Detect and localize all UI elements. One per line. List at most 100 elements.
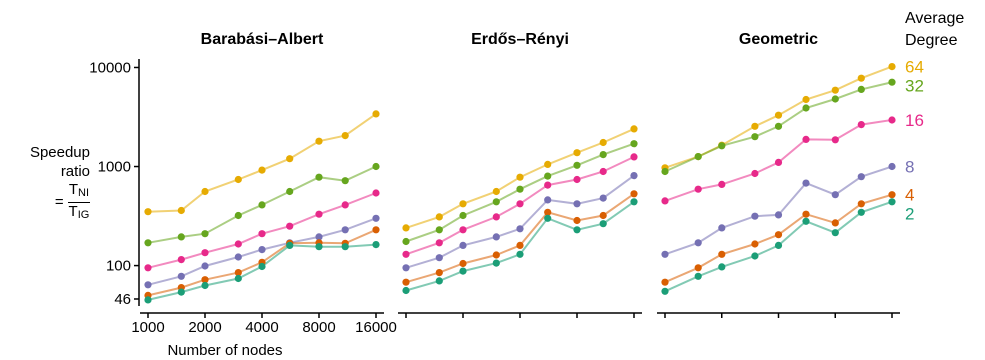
- series-points-layer: [144, 63, 896, 304]
- data-point-8: [177, 272, 185, 280]
- data-point-8: [802, 179, 810, 187]
- legend-title-line1: Average: [905, 10, 965, 27]
- fraction-den-t: T: [68, 203, 78, 220]
- data-point-8: [234, 253, 242, 261]
- data-point-4: [857, 200, 865, 208]
- data-point-64: [258, 166, 266, 174]
- data-point-8: [599, 194, 607, 202]
- y-axis-label-fraction: = TNI TIG: [10, 181, 90, 224]
- data-point-64: [234, 175, 242, 184]
- data-point-2: [492, 259, 500, 267]
- x-tick-label: 8000: [302, 319, 335, 336]
- data-point-8: [516, 225, 524, 233]
- data-point-16: [802, 135, 810, 143]
- data-point-16: [341, 201, 349, 209]
- data-point-32: [718, 142, 726, 150]
- data-point-32: [544, 172, 552, 180]
- data-point-2: [630, 198, 638, 206]
- data-point-2: [516, 250, 524, 258]
- y-tick-label: 46: [114, 291, 131, 308]
- data-point-8: [774, 211, 783, 219]
- data-point-16: [751, 169, 759, 178]
- data-point-4: [201, 276, 209, 284]
- data-point-4: [234, 269, 242, 277]
- data-point-4: [802, 210, 810, 218]
- data-point-8: [630, 172, 638, 180]
- data-point-64: [372, 110, 380, 118]
- legend-label-4: 4: [905, 186, 914, 205]
- data-point-64: [751, 122, 759, 130]
- data-point-4: [402, 278, 410, 286]
- data-point-4: [661, 278, 669, 286]
- fraction: TNI TIG: [67, 181, 90, 224]
- data-point-32: [492, 198, 500, 206]
- data-point-32: [516, 185, 524, 193]
- data-point-4: [831, 219, 839, 227]
- data-point-32: [286, 187, 294, 196]
- data-point-64: [201, 187, 209, 196]
- x-tick-label: 2000: [188, 319, 221, 336]
- data-point-2: [751, 252, 759, 260]
- x-tick-label: 1000: [131, 319, 164, 336]
- data-point-2: [459, 267, 467, 275]
- data-point-8: [544, 196, 552, 204]
- data-point-64: [177, 206, 185, 215]
- data-point-64: [630, 125, 638, 133]
- data-point-16: [573, 175, 581, 184]
- data-point-2: [286, 241, 294, 249]
- data-point-32: [459, 211, 467, 220]
- data-point-32: [751, 133, 759, 141]
- data-point-32: [857, 85, 865, 93]
- data-point-4: [573, 216, 581, 225]
- data-point-8: [831, 191, 839, 199]
- panel-title: Barabási–Albert: [201, 31, 324, 48]
- data-point-2: [661, 287, 669, 295]
- data-point-4: [492, 251, 500, 259]
- data-point-8: [661, 250, 669, 258]
- data-point-32: [831, 95, 839, 103]
- data-point-2: [888, 198, 896, 206]
- data-point-8: [402, 264, 410, 272]
- y-axis-label: Speedup ratio = TNI TIG: [10, 143, 90, 224]
- data-point-16: [718, 180, 726, 188]
- data-point-16: [234, 240, 242, 248]
- data-point-64: [459, 200, 467, 208]
- data-point-16: [258, 230, 266, 238]
- legend-title: Average Degree: [905, 8, 964, 52]
- y-tick-label: 100: [106, 258, 131, 275]
- data-point-2: [831, 229, 839, 237]
- legend-label-32: 32: [905, 77, 924, 96]
- data-point-16: [599, 167, 607, 176]
- data-point-8: [573, 200, 581, 208]
- data-point-2: [341, 243, 349, 251]
- data-point-64: [315, 137, 323, 145]
- data-point-2: [144, 296, 152, 304]
- data-point-16: [694, 185, 702, 193]
- data-point-2: [315, 243, 323, 251]
- data-point-32: [402, 237, 410, 246]
- data-point-4: [544, 208, 552, 216]
- data-point-4: [630, 190, 638, 198]
- data-point-2: [435, 277, 443, 285]
- data-point-16: [402, 250, 410, 258]
- legend-label-16: 16: [905, 111, 924, 130]
- fraction-den-sub: IG: [77, 209, 90, 221]
- data-point-16: [630, 153, 638, 161]
- data-point-8: [372, 214, 380, 222]
- y-axis-label-equals: =: [54, 193, 64, 211]
- data-point-2: [402, 286, 410, 295]
- legend-title-line2: Degree: [905, 32, 958, 49]
- fraction-num-sub: NI: [78, 187, 89, 199]
- data-point-8: [258, 246, 266, 254]
- legend-label-2: 2: [905, 205, 914, 224]
- x-tick-label: 4000: [245, 319, 278, 336]
- data-point-4: [516, 241, 524, 249]
- data-point-64: [544, 160, 552, 168]
- data-point-2: [177, 288, 185, 296]
- data-point-32: [888, 78, 896, 86]
- data-point-64: [516, 173, 524, 181]
- data-point-2: [544, 214, 552, 222]
- data-point-32: [694, 153, 702, 161]
- data-point-2: [599, 220, 607, 228]
